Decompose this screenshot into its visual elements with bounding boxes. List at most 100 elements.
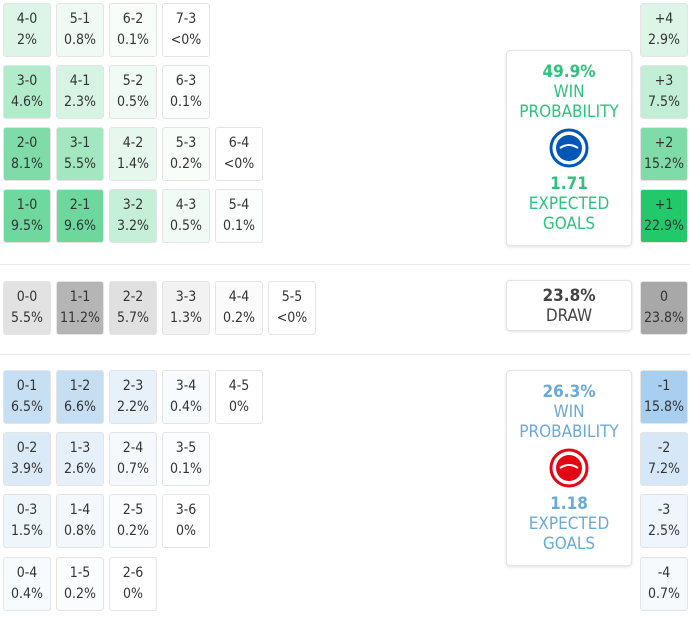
score: +2 (654, 135, 674, 151)
score-cell: 1-2 6.6% (56, 370, 104, 424)
score-cell: 5-3 0.2% (162, 127, 210, 181)
probability: 7.2% (648, 461, 680, 477)
probability: 5.7% (117, 310, 149, 326)
score: -1 (657, 378, 671, 394)
probability-value: 23.8% (542, 285, 596, 306)
score-cell: 2-2 5.7% (109, 281, 157, 335)
score: 0 (659, 289, 668, 305)
score-cell: 2-1 9.6% (56, 189, 104, 243)
score: 2-4 (122, 440, 144, 456)
score-cell: 1-5 0.2% (56, 557, 104, 611)
score: +4 (654, 11, 674, 27)
summary-card: 49.9% WIN PROBABILITY 1.71 EXPECTED GOALS (506, 50, 632, 246)
score-cell: 1-3 2.6% (56, 432, 104, 486)
probability: <0% (170, 32, 202, 48)
score-cell: +2 15.2% (640, 127, 688, 181)
score: 4-2 (122, 135, 144, 151)
probability: <0% (276, 310, 308, 326)
score: 5-4 (228, 197, 250, 213)
probability: 0% (229, 399, 249, 415)
score-cell: 0-4 0.4% (3, 557, 51, 611)
score-cell: 4-0 2% (3, 3, 51, 57)
probability: 6.6% (64, 399, 96, 415)
probability: 1.4% (117, 156, 149, 172)
summary-card: 23.8% DRAW (506, 280, 632, 331)
score-cell: 2-4 0.7% (109, 432, 157, 486)
score: 3-1 (69, 135, 91, 151)
score: 3-5 (175, 440, 197, 456)
probability: 0% (123, 586, 143, 602)
score: 3-2 (122, 197, 144, 213)
probability: 3.2% (117, 218, 149, 234)
score: 4-3 (175, 197, 197, 213)
score: 4-1 (69, 73, 91, 89)
score-cell: 5-2 0.5% (109, 65, 157, 119)
probability: 23.8% (643, 310, 684, 326)
score-cell: 6-4 <0% (215, 127, 263, 181)
probability: 0.4% (11, 586, 43, 602)
score: 3-0 (16, 73, 38, 89)
score-cell: 4-5 0% (215, 370, 263, 424)
score-cell: 4-2 1.4% (109, 127, 157, 181)
score-cell: 3-3 1.3% (162, 281, 210, 335)
score-cell: 1-4 0.8% (56, 494, 104, 548)
probability: <0% (223, 156, 255, 172)
xg-value: 1.18 (550, 494, 588, 514)
score-cell: 4-1 2.3% (56, 65, 104, 119)
probability: 0.4% (170, 399, 202, 415)
probability-label: WIN PROBABILITY (519, 402, 619, 442)
score: 6-4 (228, 135, 250, 151)
score: 2-0 (16, 135, 38, 151)
score: 1-1 (69, 289, 91, 305)
score-cell: 2-0 8.1% (3, 127, 51, 181)
probability: 0.1% (170, 94, 202, 110)
probability: 0.2% (223, 310, 255, 326)
score: 3-4 (175, 378, 197, 394)
score: 5-2 (122, 73, 144, 89)
score: 1-3 (69, 440, 91, 456)
score: 4-0 (16, 11, 38, 27)
probability: 0.2% (117, 523, 149, 539)
probability: 0.5% (117, 94, 149, 110)
xg-label: EXPECTED GOALS (528, 194, 610, 234)
probability: 4.6% (11, 94, 43, 110)
score: +1 (654, 197, 674, 213)
score: 2-3 (122, 378, 144, 394)
score: 2-1 (69, 197, 91, 213)
score-cell: -2 7.2% (640, 432, 688, 486)
xg-value: 1.71 (550, 174, 588, 194)
score-cell: 4-3 0.5% (162, 189, 210, 243)
team-logo (549, 448, 589, 488)
probability: 11.2% (59, 310, 100, 326)
score-cell: 5-1 0.8% (56, 3, 104, 57)
score: 5-5 (281, 289, 303, 305)
probability: 2.9% (648, 32, 680, 48)
score-cell: +1 22.9% (640, 189, 688, 243)
score-cell: 2-5 0.2% (109, 494, 157, 548)
score: -4 (657, 565, 671, 581)
score: -3 (657, 502, 671, 518)
probability: 22.9% (643, 218, 684, 234)
score: 3-6 (175, 502, 197, 518)
score: 1-4 (69, 502, 91, 518)
score-cell: 0-2 3.9% (3, 432, 51, 486)
score: 2-6 (122, 565, 144, 581)
score: 0-2 (16, 440, 38, 456)
score: 5-1 (69, 11, 91, 27)
score: -2 (657, 440, 671, 456)
score-cell: -3 2.5% (640, 494, 688, 548)
score-cell: 2-6 0% (109, 557, 157, 611)
score-cell: 6-2 0.1% (109, 3, 157, 57)
score: 7-3 (175, 11, 197, 27)
score-cell: 1-1 11.2% (56, 281, 104, 335)
score-cell: 7-3 <0% (162, 3, 210, 57)
probability: 2.3% (64, 94, 96, 110)
score-cell: +3 7.5% (640, 65, 688, 119)
probability-value: 26.3% (542, 382, 596, 402)
probability: 9.6% (64, 218, 96, 234)
probability: 0.1% (170, 461, 202, 477)
score: 1-5 (69, 565, 91, 581)
score-cell: 3-4 0.4% (162, 370, 210, 424)
score-cell: 0-3 1.5% (3, 494, 51, 548)
